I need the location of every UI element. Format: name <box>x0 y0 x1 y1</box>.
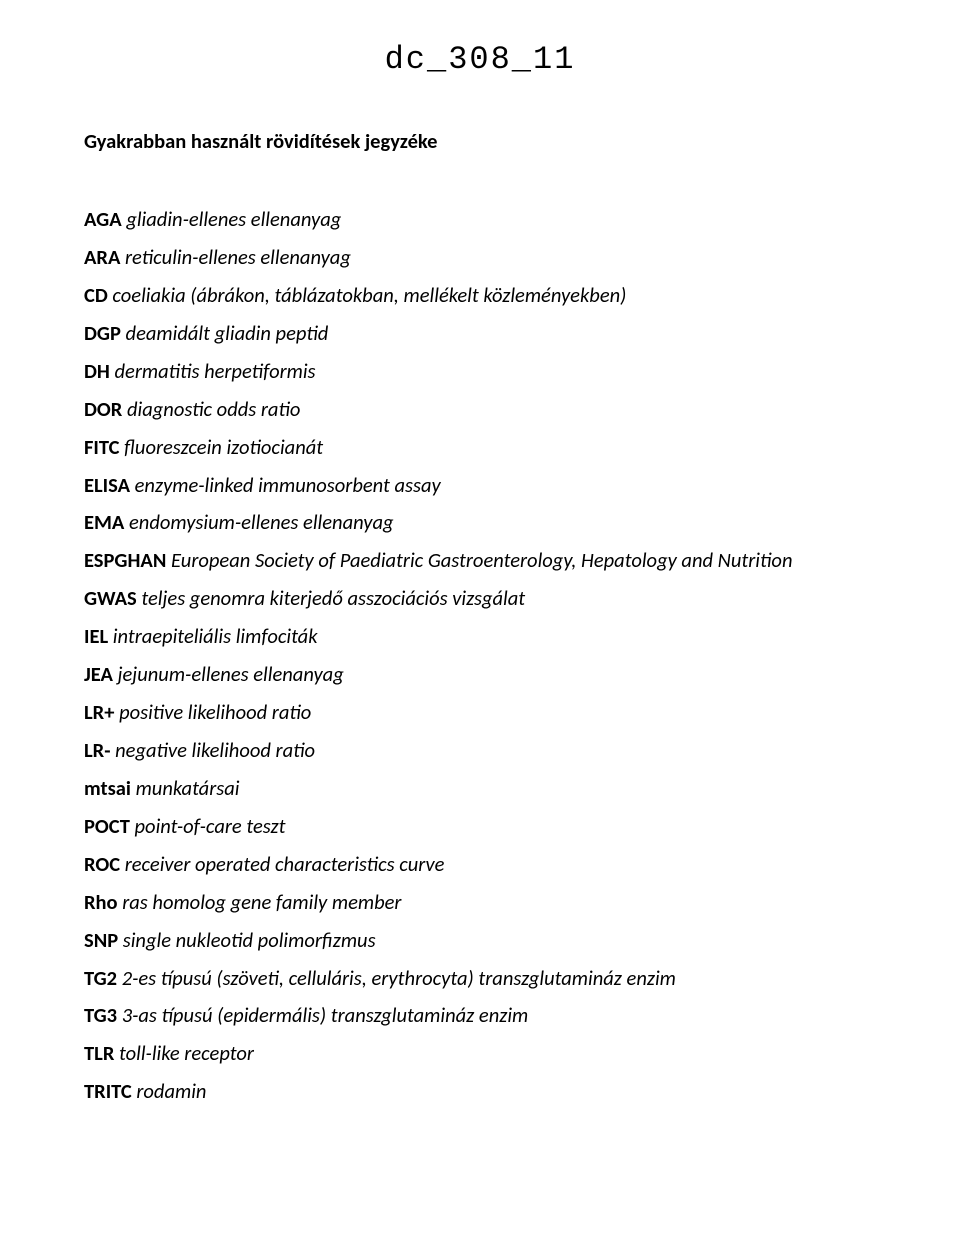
abbreviation-entry: CD coeliakia (ábrákon, táblázatokban, me… <box>84 277 876 315</box>
abbreviation-term: GWAS <box>84 585 137 611</box>
abbreviation-term: IEL <box>84 623 108 649</box>
abbreviation-term: LR+ <box>84 699 114 725</box>
abbreviation-term: EMA <box>84 509 124 535</box>
abbreviation-entry: ELISA enzyme-linked immunosorbent assay <box>84 467 876 505</box>
abbreviation-entry: GWAS teljes genomra kiterjedő asszociáci… <box>84 580 876 618</box>
abbreviation-definition: ras homolog gene family member <box>122 889 401 915</box>
abbreviation-term: DH <box>84 358 110 384</box>
abbreviation-term: TLR <box>84 1040 114 1066</box>
abbreviation-entry: DH dermatitis herpetiformis <box>84 353 876 391</box>
abbreviation-term: ESPGHAN <box>84 547 166 573</box>
document-page: dc_308_11 Gyakrabban használt rövidítése… <box>0 0 960 1233</box>
abbreviation-definition: dermatitis herpetiformis <box>115 358 316 384</box>
abbreviation-term: TG3 <box>84 1002 117 1028</box>
abbreviation-entry: mtsai munkatársai <box>84 770 876 808</box>
abbreviation-definition: receiver operated characteristics curve <box>125 851 445 877</box>
abbreviation-term: CD <box>84 282 108 308</box>
abbreviation-definition: point-of-care teszt <box>135 813 286 839</box>
abbreviation-term: TRITC <box>84 1078 132 1104</box>
abbreviation-term: DOR <box>84 396 122 422</box>
abbreviation-term: ARA <box>84 244 120 270</box>
abbreviation-entry: LR- negative likelihood ratio <box>84 732 876 770</box>
abbreviation-entry: TG3 3-as típusú (epidermális) transzglut… <box>84 997 876 1035</box>
abbreviation-term: AGA <box>84 206 122 232</box>
abbreviation-definition: teljes genomra kiterjedő asszociációs vi… <box>141 585 525 611</box>
abbreviation-definition: diagnostic odds ratio <box>127 396 300 422</box>
abbreviation-entry: TLR toll-like receptor <box>84 1035 876 1073</box>
abbreviation-definition: jejunum-ellenes ellenanyag <box>118 661 344 687</box>
abbreviation-entry: DOR diagnostic odds ratio <box>84 391 876 429</box>
abbreviation-entry: DGP deamidált gliadin peptid <box>84 315 876 353</box>
abbreviation-definition: intraepiteliális limfociták <box>113 623 318 649</box>
abbreviation-definition: fluoreszcein izotiocianát <box>124 434 323 460</box>
abbreviation-term: ROC <box>84 851 120 877</box>
abbreviation-entry: IEL intraepiteliális limfociták <box>84 618 876 656</box>
abbreviation-definition: enzyme-linked immunosorbent assay <box>135 472 441 498</box>
abbreviation-term: SNP <box>84 927 118 953</box>
abbreviation-definition: negative likelihood ratio <box>115 737 315 763</box>
abbreviation-term: JEA <box>84 661 113 687</box>
abbreviation-entry: TG2 2-es típusú (szöveti, celluláris, er… <box>84 960 876 998</box>
abbreviation-entry: ARA reticulin-ellenes ellenanyag <box>84 239 876 277</box>
abbreviation-term: DGP <box>84 320 121 346</box>
abbreviation-term: mtsai <box>84 775 131 801</box>
abbreviation-entry: SNP single nukleotid polimorfizmus <box>84 922 876 960</box>
abbreviation-entry: EMA endomysium-ellenes ellenanyag <box>84 504 876 542</box>
abbreviation-definition: single nukleotid polimorfizmus <box>123 927 376 953</box>
abbreviation-definition: toll-like receptor <box>119 1040 254 1066</box>
abbreviation-term: TG2 <box>84 965 117 991</box>
abbreviation-entry: LR+ positive likelihood ratio <box>84 694 876 732</box>
abbreviation-definition: rodamin <box>136 1078 206 1104</box>
document-id-header: dc_308_11 <box>84 30 876 89</box>
abbreviation-entry: JEA jejunum-ellenes ellenanyag <box>84 656 876 694</box>
abbreviation-list: AGA gliadin-ellenes ellenanyagARA reticu… <box>84 201 876 1111</box>
abbreviation-entry: Rho ras homolog gene family member <box>84 884 876 922</box>
abbreviation-definition: reticulin-ellenes ellenanyag <box>125 244 351 270</box>
section-title: Gyakrabban használt rövidítések jegyzéke <box>84 123 876 161</box>
abbreviation-definition: munkatársai <box>136 775 240 801</box>
abbreviation-definition: deamidált gliadin peptid <box>126 320 329 346</box>
abbreviation-term: ELISA <box>84 472 130 498</box>
abbreviation-definition: coeliakia (ábrákon, táblázatokban, mellé… <box>112 282 626 308</box>
abbreviation-term: POCT <box>84 813 130 839</box>
abbreviation-definition: 3-as típusú (epidermális) transzglutamin… <box>122 1002 529 1028</box>
abbreviation-entry: TRITC rodamin <box>84 1073 876 1111</box>
abbreviation-definition: endomysium-ellenes ellenanyag <box>129 509 394 535</box>
abbreviation-definition: gliadin-ellenes ellenanyag <box>126 206 341 232</box>
abbreviation-term: FITC <box>84 434 119 460</box>
abbreviation-term: LR- <box>84 737 111 763</box>
abbreviation-definition: 2-es típusú (szöveti, celluláris, erythr… <box>122 965 676 991</box>
abbreviation-definition: positive likelihood ratio <box>119 699 311 725</box>
abbreviation-term: Rho <box>84 889 118 915</box>
abbreviation-entry: AGA gliadin-ellenes ellenanyag <box>84 201 876 239</box>
abbreviation-entry: ROC receiver operated characteristics cu… <box>84 846 876 884</box>
abbreviation-definition: European Society of Paediatric Gastroent… <box>171 547 793 573</box>
abbreviation-entry: ESPGHAN European Society of Paediatric G… <box>84 542 876 580</box>
abbreviation-entry: FITC fluoreszcein izotiocianát <box>84 429 876 467</box>
abbreviation-entry: POCT point-of-care teszt <box>84 808 876 846</box>
